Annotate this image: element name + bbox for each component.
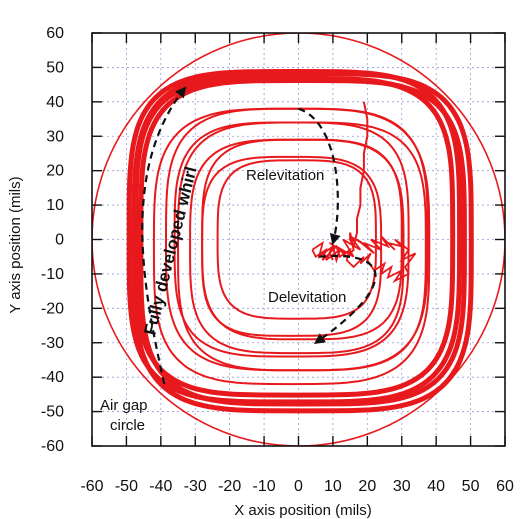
x-tick-label: 0	[294, 478, 303, 495]
y-tick-label: -20	[41, 300, 64, 317]
delevitation-annotation: Delevitation	[268, 289, 346, 306]
x-tick-label: -40	[149, 478, 172, 495]
y-tick-label: -50	[41, 404, 64, 421]
x-tick-label: -50	[115, 478, 138, 495]
annotation-arrows	[141, 86, 377, 385]
x-axis-title: X axis position (mils)	[234, 502, 372, 519]
whirl-orbit-inner	[201, 138, 403, 341]
x-tick-label: 30	[393, 478, 411, 495]
y-tick-label: -10	[41, 266, 64, 283]
whirl-orbit-inner	[176, 121, 427, 372]
x-tick-label: -10	[253, 478, 276, 495]
x-tick-label: -30	[184, 478, 207, 495]
delevitation-arrow	[313, 254, 377, 345]
y-tick-label: -60	[41, 438, 64, 455]
y-tick-label: 0	[55, 232, 64, 249]
y-tick-label: 30	[46, 128, 64, 145]
y-tick-label: 50	[46, 59, 64, 76]
air-gap-annotation-line2: circle	[110, 417, 145, 434]
y-tick-label: 10	[46, 197, 64, 214]
whirl-orbit-inner	[201, 155, 383, 337]
orbit-traces	[92, 33, 505, 446]
whirl-orbit-inner	[216, 159, 377, 320]
y-tick-label: 20	[46, 163, 64, 180]
whirl-orbit-outer	[131, 71, 474, 414]
x-tick-label: 20	[358, 478, 376, 495]
tick-labels: -60 -50 -40 -30 -20 -10 0 10 20 30 40 50 60 -60 -50 -40…	[41, 25, 514, 495]
y-tick-label: 60	[46, 25, 64, 42]
relevitation-annotation: Relevitation	[246, 167, 324, 184]
y-tick-label: -40	[41, 369, 64, 386]
x-tick-label: -20	[218, 478, 241, 495]
air-gap-annotation-line1: Air gap	[100, 397, 148, 414]
x-tick-label: 50	[462, 478, 480, 495]
x-tick-label: 60	[496, 478, 514, 495]
levitated-trace	[311, 235, 417, 284]
whirl-orbit-inner	[173, 121, 410, 358]
y-tick-label: -30	[41, 335, 64, 352]
y-tick-label: 40	[46, 94, 64, 111]
whirl-arrow	[141, 86, 187, 385]
x-tick-label: 10	[324, 478, 342, 495]
x-tick-label: 40	[427, 478, 445, 495]
whirl-orbit-outer	[138, 77, 467, 407]
y-axis-title: Y axis position (mils)	[7, 176, 24, 313]
x-tick-label: -60	[80, 478, 103, 495]
axis-ticks	[91, 32, 506, 447]
relevitation-arrow	[298, 107, 341, 246]
